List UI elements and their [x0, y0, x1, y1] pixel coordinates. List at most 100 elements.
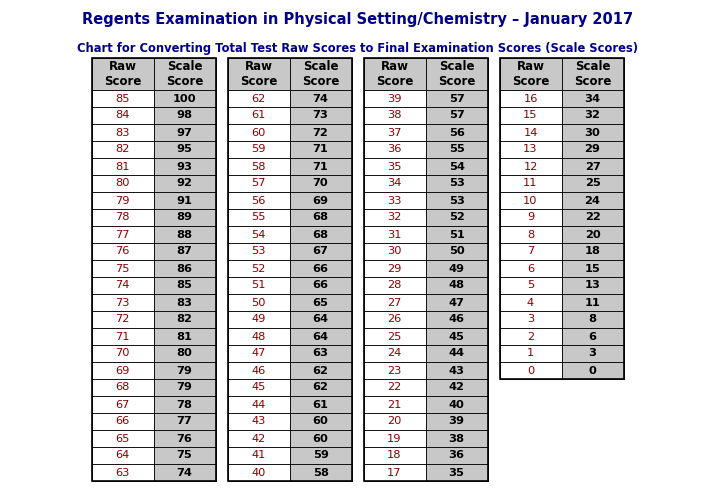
Bar [92, 158, 154, 175]
Bar [290, 328, 352, 345]
Bar [227, 209, 290, 226]
Bar [363, 243, 425, 260]
Bar [154, 311, 215, 328]
Bar [227, 90, 290, 107]
Text: 60: 60 [251, 128, 266, 138]
Text: 50: 50 [448, 246, 464, 256]
Text: 80: 80 [115, 178, 129, 188]
Text: 42: 42 [252, 433, 266, 444]
Bar [92, 294, 154, 311]
Text: 77: 77 [177, 417, 192, 426]
Bar [154, 175, 215, 192]
Bar [227, 362, 290, 379]
Text: 100: 100 [173, 94, 197, 104]
Text: 6: 6 [588, 331, 596, 342]
Text: 60: 60 [312, 433, 328, 444]
Text: 84: 84 [115, 110, 129, 120]
Text: 3: 3 [588, 349, 596, 358]
Bar [92, 345, 154, 362]
Bar [500, 260, 561, 277]
Text: 22: 22 [585, 212, 601, 222]
Text: Scale
Score: Scale Score [302, 60, 339, 88]
Bar [561, 277, 623, 294]
Bar [363, 124, 425, 141]
Text: 19: 19 [388, 433, 402, 444]
Bar [425, 192, 488, 209]
Text: 9: 9 [527, 212, 534, 222]
Text: 79: 79 [115, 196, 129, 206]
Bar [500, 243, 561, 260]
Text: 2: 2 [527, 331, 534, 342]
Bar [154, 124, 215, 141]
Bar [154, 328, 215, 345]
Bar [363, 430, 425, 447]
Bar [154, 430, 215, 447]
Text: 20: 20 [388, 417, 402, 426]
Text: 80: 80 [177, 349, 192, 358]
Bar [154, 396, 215, 413]
Bar [425, 243, 488, 260]
Text: 13: 13 [585, 281, 601, 290]
Bar [290, 175, 352, 192]
Bar [290, 464, 352, 481]
Text: 46: 46 [448, 315, 465, 324]
Bar [92, 464, 154, 481]
Bar [500, 277, 561, 294]
Text: 68: 68 [312, 212, 328, 222]
Text: 75: 75 [177, 451, 192, 460]
Bar [290, 243, 352, 260]
Bar [425, 277, 488, 294]
Text: 33: 33 [388, 196, 402, 206]
Bar [561, 226, 623, 243]
Bar [363, 209, 425, 226]
Text: 30: 30 [585, 128, 601, 138]
Text: 79: 79 [177, 365, 192, 376]
Bar [154, 345, 215, 362]
Bar [290, 413, 352, 430]
Bar [92, 175, 154, 192]
Bar [425, 430, 488, 447]
Text: 74: 74 [312, 94, 328, 104]
Bar [154, 226, 215, 243]
Text: 62: 62 [252, 94, 266, 104]
Bar [92, 90, 154, 107]
Bar [92, 58, 154, 90]
Bar [92, 447, 154, 464]
Text: 37: 37 [388, 128, 402, 138]
Bar [500, 107, 561, 124]
Text: 53: 53 [251, 246, 266, 256]
Text: 76: 76 [115, 246, 129, 256]
Text: 45: 45 [448, 331, 465, 342]
Bar [500, 311, 561, 328]
Text: 71: 71 [312, 144, 328, 154]
Bar [290, 158, 352, 175]
Text: 3: 3 [527, 315, 534, 324]
Text: 83: 83 [115, 128, 129, 138]
Bar [227, 311, 290, 328]
Bar [227, 192, 290, 209]
Text: 52: 52 [251, 263, 266, 274]
Text: 49: 49 [251, 315, 266, 324]
Text: 8: 8 [588, 315, 596, 324]
Text: 82: 82 [115, 144, 129, 154]
Text: 66: 66 [312, 263, 328, 274]
Text: 54: 54 [448, 162, 465, 172]
Text: 48: 48 [448, 281, 465, 290]
Bar [227, 243, 290, 260]
Text: 47: 47 [448, 297, 465, 308]
Text: 97: 97 [177, 128, 192, 138]
Bar [154, 277, 215, 294]
Bar [227, 226, 290, 243]
Text: 38: 38 [448, 433, 465, 444]
Bar [425, 141, 488, 158]
Bar [227, 345, 290, 362]
Text: 34: 34 [388, 178, 402, 188]
Bar [363, 294, 425, 311]
Text: 6: 6 [527, 263, 534, 274]
Text: 87: 87 [177, 246, 192, 256]
Bar [561, 158, 623, 175]
Bar [92, 226, 154, 243]
Text: 11: 11 [585, 297, 601, 308]
Text: 24: 24 [585, 196, 601, 206]
Text: 56: 56 [251, 196, 266, 206]
